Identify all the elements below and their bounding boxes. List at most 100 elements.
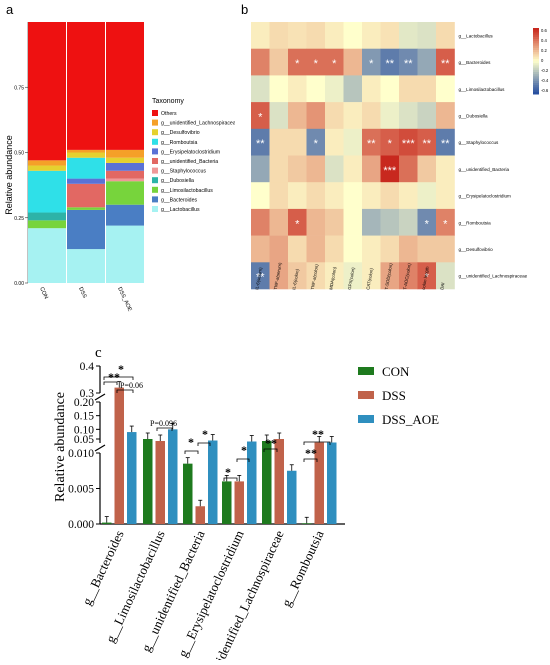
heatmap-cell: [325, 182, 344, 210]
colorbar-segment: [533, 69, 539, 73]
bar: [195, 506, 205, 524]
heatmap-cell: [251, 102, 270, 130]
heatmap-cell: [288, 102, 307, 130]
significance-star: *: [369, 58, 374, 70]
heatmap-cell: [288, 235, 307, 263]
significance-star: **: [367, 138, 376, 150]
x-tick-label: DSS: [77, 286, 87, 299]
heatmap-cell: [288, 48, 307, 76]
heatmap-cell: [417, 48, 437, 76]
colorbar-segment: [533, 32, 539, 36]
heatmap-cell: [436, 235, 455, 263]
heatmap-cell: [380, 102, 400, 130]
colorbar-segment: [533, 63, 539, 66]
heatmap-cell: [399, 128, 418, 156]
stacked-bar-segment: [106, 225, 144, 283]
colorbar-segment: [533, 58, 539, 62]
heatmap-cell: [269, 102, 289, 130]
significance-bracket: [103, 376, 134, 380]
axis-break-mark: [94, 393, 106, 401]
heatmap-cell: [306, 22, 326, 49]
colorbar-segment: [533, 34, 539, 38]
heatmap-cell: [417, 102, 437, 130]
stacked-bar-segment: [67, 207, 105, 210]
bar: [102, 522, 112, 524]
heatmap-cell: [380, 128, 400, 156]
y-tick-label: 0.00: [14, 281, 24, 287]
bar: [127, 432, 137, 524]
legend-entry: g__Bacteroides: [161, 197, 197, 203]
significance-bracket: [156, 427, 173, 431]
column-label: TNF-a(colon): [310, 263, 320, 290]
grouped-bar-chart-panel: c Relative abundance 0.000 0.005 0.010 0.05…: [0, 335, 550, 665]
stacked-bar-segment: [67, 149, 105, 153]
colorbar-tick-label: -0.6: [541, 88, 549, 93]
y-tick-label: 0.15: [74, 411, 94, 423]
bar: [234, 481, 244, 524]
significance-label: **: [305, 446, 317, 460]
bar: [114, 387, 124, 524]
heatmap-cell: [362, 48, 381, 76]
colorbar-segment: [533, 85, 539, 88]
significance-star: *: [295, 218, 300, 230]
heatmap-cells: * * * * ** ** ***** * ** * *** ** ****** * *** *: [251, 22, 455, 290]
heatmap-cell: [436, 128, 455, 156]
legend-swatch: [358, 391, 374, 399]
legend: CON DSS DSS_AOE: [358, 364, 439, 427]
significance-bracket: [263, 448, 278, 452]
column-label: DAI: [439, 282, 445, 290]
stacked-bar-segment: [67, 22, 105, 150]
heatmap-cell: [288, 262, 307, 290]
bar: [183, 463, 193, 524]
colorbar-segment: [533, 50, 539, 53]
row-labels: g__Lactobacillus g__Bacteroides g__Limosil…: [459, 33, 528, 278]
column-label: MDA(colon): [328, 266, 337, 290]
heatmap-cell: [380, 262, 400, 290]
colorbar-segment: [533, 83, 539, 86]
bar: [287, 470, 297, 524]
heatmap-cell: [436, 182, 455, 210]
legend-swatch: [152, 196, 158, 203]
heatmap-cell: [269, 48, 289, 76]
colorbar-tick-label: -0.4: [541, 78, 549, 83]
heatmap-cell: [436, 75, 455, 103]
bar: [262, 441, 272, 524]
heatmap-cell: [362, 208, 381, 236]
y-tick-label: 0.25: [14, 216, 24, 222]
heatmap-cell: [343, 155, 363, 183]
significance-bracket: [303, 458, 318, 462]
heatmap-cell: [251, 262, 270, 290]
legend-swatch: [152, 129, 158, 136]
heatmap-cell: [325, 102, 344, 130]
heatmap-cell: [343, 262, 363, 290]
legend-swatch: [152, 158, 158, 164]
heatmap-panel: b * * * * ** ** ** * ** * ** * *** ** ** *** * * * ** * g__L…: [235, 0, 550, 330]
colorbar-segment: [533, 61, 539, 64]
stacked-bar-segment: [28, 160, 66, 166]
grouped-bars: [102, 381, 337, 524]
colorbar-segment: [533, 28, 539, 31]
column-label: colon length: [421, 265, 430, 290]
heatmap-cell: [288, 182, 307, 210]
legend-entry: g__Lactobacillus: [161, 207, 200, 213]
x-tick-labels: g__Bacteroidesg__Limosilactobacillusg__u…: [79, 528, 327, 665]
heatmap-cell: [380, 182, 400, 210]
legend-swatch: [152, 119, 158, 126]
colorbar-tick-label: 0: [541, 58, 544, 63]
colorbar-segment: [533, 91, 539, 95]
heatmap-cell: [288, 22, 307, 49]
significance-star: **: [385, 58, 394, 70]
heatmap-cell: [325, 75, 344, 103]
y-tick-label: 0.20: [74, 397, 94, 409]
legend-entry: CON: [382, 364, 410, 379]
heatmap-cell: [251, 48, 270, 76]
heatmap-cell: [251, 128, 270, 156]
stacked-bar-segment: [106, 162, 144, 171]
significance-star: **: [256, 138, 265, 150]
legend-title: Taxonomy: [152, 98, 184, 105]
significance-label: P=0.096: [150, 419, 177, 428]
heatmap-cell: [269, 128, 289, 156]
stacked-bar-segment: [67, 178, 105, 184]
heatmap-cell: [269, 155, 289, 183]
heatmap-cell: [362, 75, 381, 103]
